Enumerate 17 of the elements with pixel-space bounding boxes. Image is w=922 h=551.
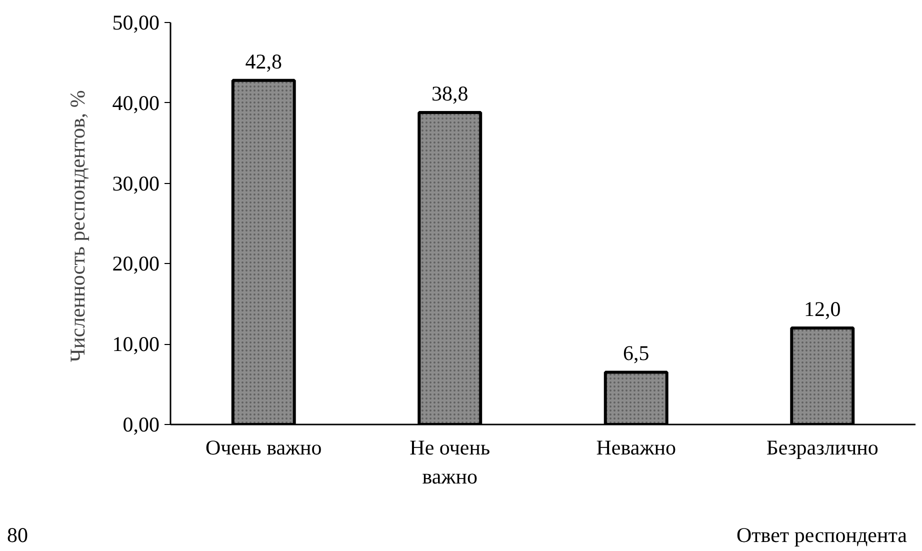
y-tick-label: 30,00: [112, 171, 160, 196]
data-label: 42,8: [245, 49, 282, 74]
xlabel: Ответ респондента: [736, 522, 907, 549]
y-tick-label: 10,00: [112, 332, 160, 356]
y-tick-label: 0,00: [122, 412, 160, 436]
y-axis-title: Численность респондентов, %: [65, 90, 90, 362]
data-label: 12,0: [804, 297, 841, 322]
x-tick-label: Очень важно: [205, 436, 322, 460]
x-tick-label: Не очень важно: [410, 436, 490, 488]
y-tick-label: 20,00: [112, 252, 160, 276]
x-tick-label: Неважно: [596, 436, 676, 460]
y-tick-label: 40,00: [112, 90, 160, 115]
x-tick-label: Безразлично: [766, 436, 878, 460]
y-tick-label: 50,00: [112, 10, 160, 34]
data-label: 38,8: [432, 82, 468, 106]
data-label: 6,5: [623, 341, 650, 366]
annotation: 80: [7, 523, 28, 547]
